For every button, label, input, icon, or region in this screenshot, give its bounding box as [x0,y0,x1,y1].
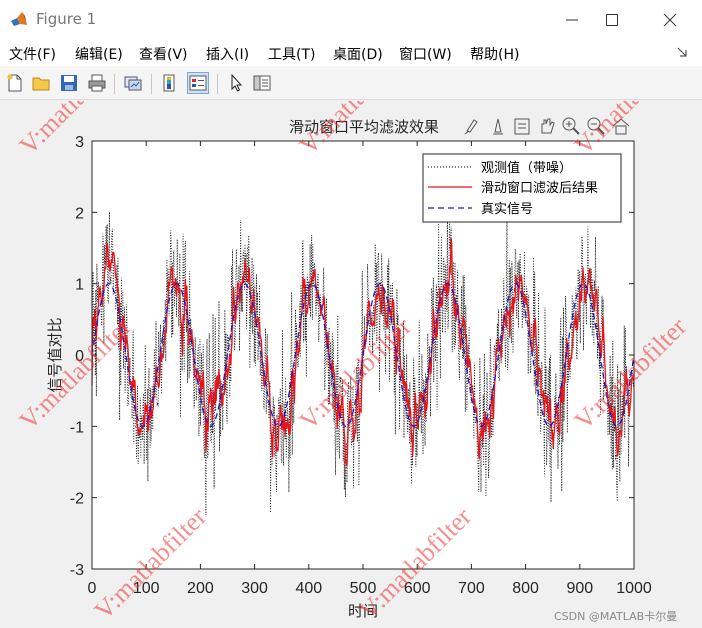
x-tick-label: 400 [295,580,322,597]
save-icon [61,75,77,91]
y-tick-label: -3 [70,562,84,579]
menu-file[interactable]: 文件(F) [9,47,56,63]
x-tick-label: 0 [88,580,97,597]
y-tick-label: 3 [75,134,84,151]
legend-button[interactable] [187,72,209,94]
ticks-group: 0 100 200 300 400 500 600 700 800 900 1000 3 2 1 0 -1 -2… [70,134,652,597]
menu-view[interactable]: 查看(V) [139,47,188,63]
toolbar-separator [151,74,152,94]
close-icon [663,13,677,27]
pan-icon[interactable] [541,118,555,134]
y-tick-label: -1 [70,419,84,436]
maximize-icon [606,14,618,26]
legend-label-filtered: 滑动窗口滤波后结果 [481,180,598,196]
pointer-icon [231,74,243,92]
data-tips-icon[interactable] [493,118,503,135]
menu-edit[interactable]: 编辑(E) [75,47,123,63]
colorbar-button[interactable] [159,72,181,94]
property-inspector-icon [253,75,271,91]
close-button[interactable] [644,0,696,40]
menu-help[interactable]: 帮助(H) [470,47,520,63]
property-inspector-button[interactable] [251,72,273,94]
open-file-button[interactable] [30,72,52,94]
plot-canvas[interactable]: 0 100 200 300 400 500 600 700 800 900 1000 3 2 1 0 -1 -2… [0,101,702,628]
y-axis-label: 信号值对比 [46,317,64,392]
x-tick-label: 200 [187,580,214,597]
colorbar-icon [163,74,175,92]
menu-desktop[interactable]: 桌面(D) [333,47,383,63]
figure-toolbar [0,66,702,100]
new-figure-button[interactable] [4,72,26,94]
zoom-out-icon[interactable] [587,117,605,135]
maximize-button[interactable] [586,0,638,40]
legend-label-true: 真实信号 [481,202,533,217]
plot-title: 滑动窗口平均滤波效果 [289,118,439,136]
zoom-in-icon[interactable] [562,117,580,135]
toolbar-separator [114,74,115,94]
series-true-line[interactable] [91,283,635,427]
x-axis-label: 时间 [348,602,378,620]
export-icon[interactable] [514,118,530,135]
print-button[interactable] [86,72,108,94]
link-plot-button[interactable] [122,72,144,94]
y-tick-label: 0 [75,348,84,365]
home-icon[interactable] [612,118,630,135]
menu-bar: 文件(F) 编辑(E) 查看(V) 插入(I) 工具(T) 桌面(D) 窗口(W… [0,40,702,66]
y-tick-label: 1 [75,277,84,294]
credit-text: CSDN @MATLAB卡尔曼 [554,610,677,623]
brush-icon[interactable] [464,119,478,135]
dock-arrow-icon[interactable] [676,46,688,58]
x-tick-label: 500 [350,580,377,597]
legend-box [422,153,622,223]
legend[interactable]: 观测值（带噪） 滑动窗口滤波后结果 真实信号 [422,153,622,223]
series-filtered-line[interactable] [91,237,635,467]
window-titlebar: Figure 1 [0,0,702,40]
legend-label-observed: 观测值（带噪） [481,160,572,176]
print-icon [88,74,106,92]
menu-insert[interactable]: 插入(I) [206,47,250,63]
save-button[interactable] [58,72,80,94]
minimize-button[interactable] [546,0,598,40]
figure-canvas: 0 100 200 300 400 500 600 700 800 900 1000 3 2 1 0 -1 -2… [0,101,702,628]
pointer-button[interactable] [225,72,247,94]
toolbar-separator [217,74,218,94]
window-title: Figure 1 [36,10,97,28]
series-observed-line[interactable] [91,203,635,516]
series-group [91,203,635,516]
menu-window[interactable]: 窗口(W) [399,47,452,63]
matlab-logo-icon [11,12,27,26]
y-tick-label: -2 [70,491,84,508]
link-plot-icon [124,76,142,91]
x-tick-label: 600 [404,580,431,597]
legend-icon [189,75,207,91]
minimize-icon [566,19,578,21]
new-figure-icon [7,74,22,92]
x-tick-label: 800 [512,580,539,597]
axes-toolbar [464,117,630,135]
y-tick-label: 2 [75,205,84,222]
x-tick-label: 100 [133,580,160,597]
x-tick-label: 1000 [616,580,652,597]
open-file-icon [32,77,50,91]
x-tick-label: 700 [458,580,485,597]
x-tick-label: 300 [241,580,268,597]
menu-tools[interactable]: 工具(T) [268,47,316,63]
x-tick-label: 900 [566,580,593,597]
